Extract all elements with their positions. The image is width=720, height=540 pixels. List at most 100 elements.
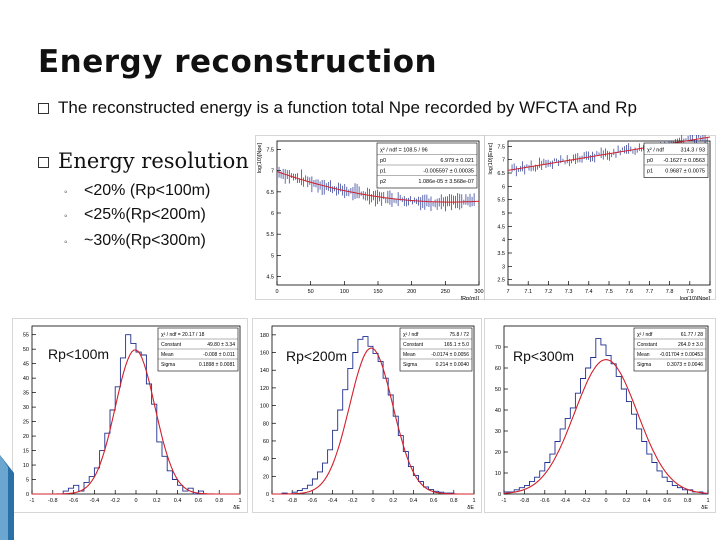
- y-tick-label: 5: [26, 478, 29, 484]
- y-tick-label: 7.5: [497, 144, 505, 150]
- x-tick-label: 0.4: [643, 498, 651, 504]
- y-tick-label: 55: [23, 333, 29, 339]
- ring-bullet-icon: ◦: [64, 211, 68, 222]
- y-tick-label: 70: [495, 345, 501, 351]
- stats-value: -0.1627 ± 0.0563: [663, 158, 705, 164]
- x-tick-label: -0.2: [110, 498, 119, 504]
- stats-value: 0.3073 ± 0.0046: [667, 362, 703, 368]
- y-tick-label: 6.5: [266, 190, 274, 196]
- bullet-box-1: [38, 103, 49, 114]
- stats-value: 264.0 ± 3.0: [678, 342, 703, 348]
- x-tick-label: 0.8: [450, 498, 458, 504]
- stats-name: χ² / ndf: [647, 148, 664, 154]
- sub-bullet-text: ~30%(Rp<300m): [84, 232, 206, 249]
- stats-name: p1: [380, 169, 386, 175]
- stats-value: 75.8 / 72: [450, 332, 470, 338]
- y-tick-label: 100: [260, 404, 269, 410]
- stats-value: 165.1 ± 5.0: [444, 342, 469, 348]
- bullet-text-2: Energy resolution: [58, 149, 249, 173]
- stats-value: 49.80 ± 3.34: [207, 342, 235, 348]
- y-tick-label: 50: [495, 387, 501, 393]
- y-tick-label: 20: [263, 474, 269, 480]
- x-tick-label: 7.5: [605, 289, 613, 295]
- stats-box: [633, 327, 707, 372]
- x-tick-label: 7.7: [646, 289, 654, 295]
- gaussian-fit-curve: [32, 349, 240, 495]
- x-tick-label: 0.6: [430, 498, 438, 504]
- y-tick-label: 40: [23, 376, 29, 382]
- x-tick-label: 0: [371, 498, 374, 504]
- x-tick-label: 7.3: [565, 289, 573, 295]
- x-axis-label: log(10)[Npe]: [680, 296, 711, 300]
- hist-label-rp100: Rp<100m: [46, 346, 112, 362]
- y-tick-label: 6: [271, 211, 274, 217]
- ring-bullet-icon: ◦: [64, 237, 68, 248]
- x-tick-label: 0.6: [663, 498, 671, 504]
- y-tick-label: 120: [260, 386, 269, 392]
- sub-bullet-text: <25%(Rp<200m): [84, 206, 206, 223]
- stats-name: p2: [380, 179, 386, 185]
- sub-bullet-text: <20% (Rp<100m): [84, 182, 211, 199]
- y-tick-label: 4: [502, 238, 505, 244]
- stats-value: 1.086e-05 ± 3.568e-07: [418, 179, 474, 185]
- slide-title: Energy reconstruction: [38, 44, 438, 80]
- histogram-bars: [503, 338, 708, 495]
- x-tick-label: 0: [134, 498, 137, 504]
- x-tick-label: 200: [407, 289, 416, 295]
- erec-vs-npe-chart: 7 7.1 7.2 7.3 7.4 7.5 7.6 7.7 7.8 7.9 8 2.5 3 3.5 4 4.5…: [484, 135, 716, 300]
- y-tick-label: 60: [495, 366, 501, 372]
- stats-name: χ² / ndf = 20.17 / 18: [161, 332, 205, 338]
- hist-label-rp200: Rp<200m: [284, 348, 350, 364]
- y-tick-label: 180: [260, 333, 269, 339]
- x-tick-label: 0.8: [215, 498, 223, 504]
- y-tick-label: 10: [495, 471, 501, 477]
- x-tick-label: -1: [30, 498, 35, 504]
- y-tick-label: 5.5: [266, 232, 274, 238]
- x-tick-label: 100: [340, 289, 349, 295]
- y-axis-label: log(10)[Npe]: [257, 143, 263, 174]
- y-tick-label: 160: [260, 351, 269, 357]
- x-tick-label: 0.2: [389, 498, 397, 504]
- x-tick-label: 7.6: [625, 289, 633, 295]
- x-axis-label: δE: [701, 505, 708, 511]
- stats-name: Sigma: [637, 362, 651, 368]
- y-tick-label: 45: [23, 362, 29, 368]
- x-tick-label: 0.2: [153, 498, 161, 504]
- x-tick-label: 0: [604, 498, 607, 504]
- stats-name: Sigma: [403, 362, 417, 368]
- x-tick-label: 150: [373, 289, 382, 295]
- y-tick-label: 80: [263, 421, 269, 427]
- x-tick-label: 0.2: [623, 498, 631, 504]
- stats-name: Mean: [161, 352, 174, 358]
- x-tick-label: -0.6: [308, 498, 317, 504]
- stats-name: Mean: [637, 352, 650, 358]
- y-tick-label: 5: [502, 211, 505, 217]
- x-tick-label: 1: [238, 498, 241, 504]
- x-tick-label: 7.1: [524, 289, 532, 295]
- histogram-bars: [272, 336, 474, 495]
- x-tick-label: 300: [474, 289, 483, 295]
- stats-value: 0.214 ± 0.0040: [436, 362, 470, 368]
- x-tick-label: -0.4: [560, 498, 569, 504]
- y-tick-label: 25: [23, 420, 29, 426]
- plot-npe-vs-rp: 0 50 100 150 200 250 300 4.5 5 5.5 6 6.5 7 7.5 [Rp(m)]…: [255, 135, 485, 300]
- y-tick-label: 30: [495, 429, 501, 435]
- y-tick-label: 0: [266, 492, 269, 498]
- y-tick-label: 15: [23, 449, 29, 455]
- fit-curve: [276, 171, 480, 203]
- y-tick-label: 5: [271, 253, 274, 259]
- stats-name: Sigma: [161, 362, 175, 368]
- x-tick-label: 7.8: [666, 289, 674, 295]
- y-tick-label: 7: [271, 169, 274, 175]
- plot-hist-rp300: -1 -0.8 -0.6 -0.4 -0.2 0 0.2 0.4 0.6 0.8 1 0 10 20 30 4…: [484, 318, 716, 513]
- stats-value: 61.77 / 28: [681, 332, 703, 338]
- y-tick-label: 0: [498, 492, 501, 498]
- sub-bullet-2: ◦ <25%(Rp<200m): [64, 206, 206, 224]
- x-axis-label: δE: [233, 505, 240, 511]
- stats-value: 314.3 / 93: [681, 148, 705, 154]
- x-tick-label: -0.2: [348, 498, 357, 504]
- y-tick-label: 2.5: [497, 278, 505, 284]
- stats-name: Constant: [637, 342, 658, 348]
- y-tick-label: 20: [495, 450, 501, 456]
- y-tick-label: 35: [23, 391, 29, 397]
